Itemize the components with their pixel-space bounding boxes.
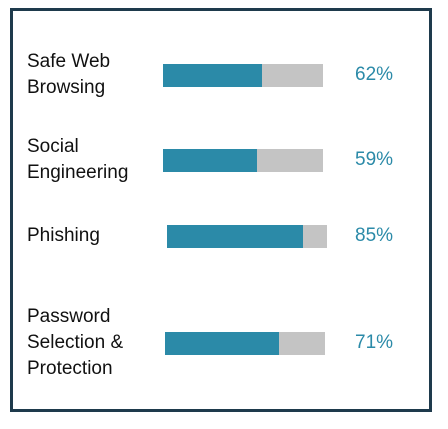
bar-track: [163, 64, 323, 87]
value-label: 85%: [355, 225, 394, 246]
value-label: 62%: [355, 64, 394, 85]
category-label: Safe Web Browsing: [27, 51, 111, 98]
category-label: Phishing: [27, 225, 100, 246]
chart-frame: Safe Web Browsing 62% Social Engineering 59…: [10, 8, 432, 412]
value-label: 59%: [355, 149, 394, 170]
category-label: Password Selection & Protection: [27, 306, 124, 379]
bar-fill: [163, 149, 258, 172]
bar-fill: [163, 64, 263, 87]
bar-track: [163, 149, 323, 172]
category-label: Social Engineering: [27, 136, 129, 183]
bar-track: [167, 225, 327, 248]
bar-fill: [167, 225, 303, 248]
bar-fill: [165, 332, 279, 355]
value-label: 71%: [355, 332, 394, 353]
bar-track: [165, 332, 325, 355]
